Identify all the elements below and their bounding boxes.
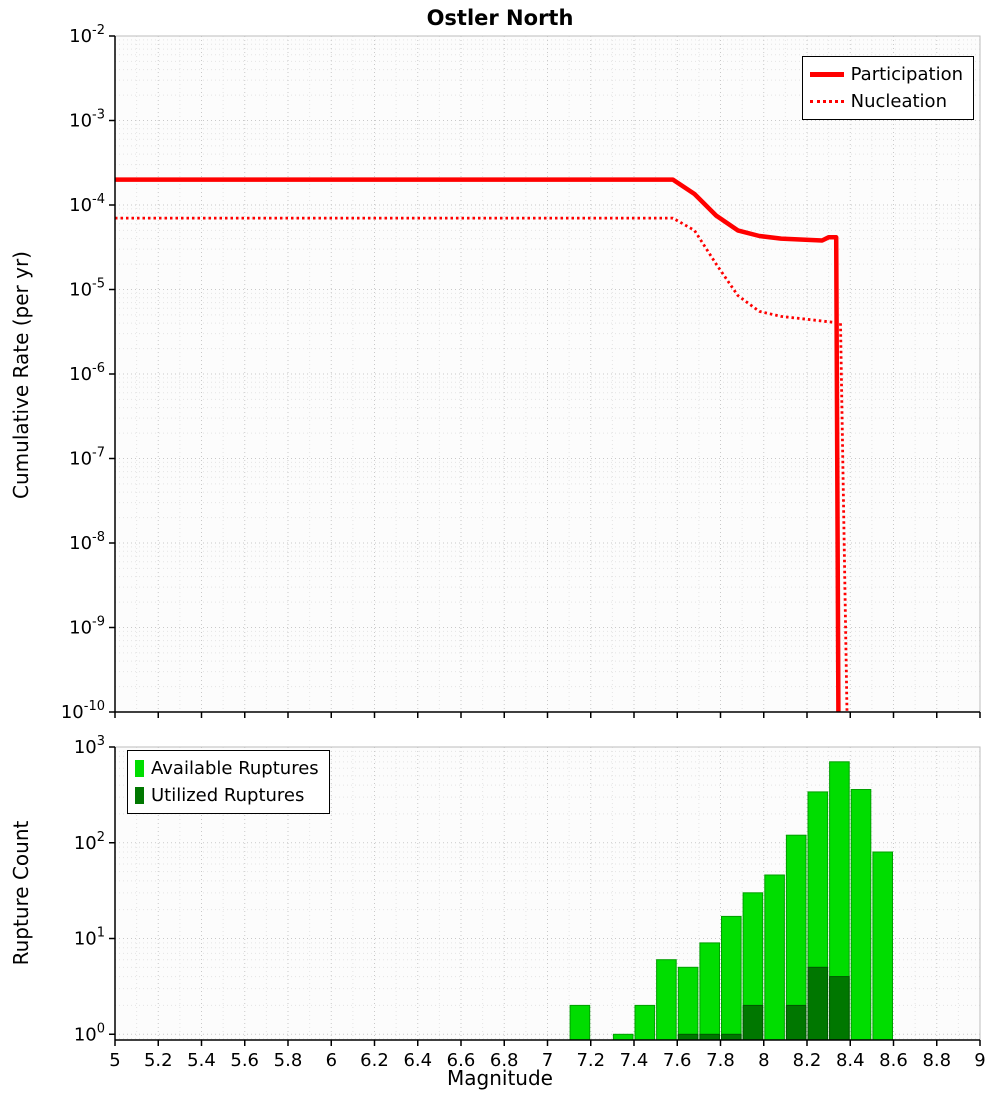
bar <box>850 789 872 1041</box>
legend-row-utilized: Utilized Ruptures <box>135 782 319 809</box>
utilized-ruptures-bars <box>677 966 850 1041</box>
x-tick-label: 8 <box>758 1050 769 1071</box>
participation-line <box>115 177 841 712</box>
available-bar-swatch <box>135 760 144 777</box>
x-tick-label: 7 <box>542 1050 553 1071</box>
count-y-axis-label: Rupture Count <box>9 820 33 966</box>
x-tick-label: 5.8 <box>274 1050 303 1071</box>
y-tick-label: 10-10 <box>61 699 105 723</box>
bar <box>699 1033 721 1041</box>
y-tick-label: 10-3 <box>69 108 105 132</box>
x-tick-label: 8.4 <box>836 1050 865 1071</box>
nucleation-line-swatch <box>809 100 844 103</box>
y-tick-label: 10-4 <box>69 192 105 216</box>
y-tick-label: 102 <box>74 830 105 854</box>
y-tick-label: 10-8 <box>69 530 105 554</box>
chart-title: Ostler North <box>426 6 574 30</box>
rate-y-axis-label: Cumulative Rate (per yr) <box>9 251 33 499</box>
x-tick-label: 7.4 <box>620 1050 649 1071</box>
bar <box>872 851 894 1041</box>
count-chart-svg: 5 5.2 5.4 5.6 5.8 6 6.2 6.4 6.6 6.8 7 7.2 7.4 7.6 7.8 8… <box>74 734 986 1071</box>
participation-line-swatch <box>809 72 844 77</box>
legend-row-nucleation: Nucleation <box>809 88 963 115</box>
x-tick-label: 5.4 <box>187 1050 216 1071</box>
nucleation-line <box>115 216 849 712</box>
legend-label-nucleation: Nucleation <box>850 91 947 112</box>
y-tick-label: 10-9 <box>69 615 105 639</box>
legend-label-available: Available Ruptures <box>151 758 319 779</box>
x-tick-label: 7.8 <box>706 1050 735 1071</box>
x-tick-label: 8.2 <box>793 1050 822 1071</box>
bar <box>721 915 742 1041</box>
y-tick-label: 10-5 <box>69 277 105 301</box>
legend-label-participation: Participation <box>850 64 963 85</box>
bar <box>634 1004 656 1041</box>
legend-row-participation: Participation <box>809 61 963 88</box>
bar <box>569 1004 591 1041</box>
y-tick-label: 10-6 <box>69 361 105 385</box>
y-tick-label: 10-7 <box>69 446 105 470</box>
x-tick-label: 8.6 <box>879 1050 908 1071</box>
count-legend: Available Ruptures Utilized Ruptures <box>127 750 330 814</box>
legend-row-available: Available Ruptures <box>135 755 319 782</box>
axes <box>109 746 981 1046</box>
x-tick-label: 7.2 <box>576 1050 605 1071</box>
rate-legend: Participation Nucleation <box>801 56 974 120</box>
x-tick-label: 6 <box>326 1050 337 1071</box>
y-tick-label: 103 <box>74 734 105 758</box>
legend-label-utilized: Utilized Ruptures <box>151 785 305 806</box>
y-tick-label: 100 <box>74 1021 105 1045</box>
x-tick-label: 6.6 <box>447 1050 476 1071</box>
bar <box>742 1004 764 1041</box>
x-tick-label: 6.4 <box>403 1050 432 1071</box>
bar <box>677 966 699 1041</box>
bar <box>785 1004 807 1041</box>
x-tick-label: 5.2 <box>144 1050 173 1071</box>
axes <box>109 35 981 718</box>
x-axis-label: Magnitude <box>447 1066 553 1090</box>
bar <box>656 959 677 1041</box>
bar <box>764 874 785 1041</box>
utilized-bar-swatch <box>135 787 144 804</box>
bar <box>677 1033 699 1041</box>
x-tick-label: 9 <box>974 1050 985 1071</box>
minor-gridlines <box>115 36 980 712</box>
tick-labels: 5 5.2 5.4 5.6 5.8 6 6.2 6.4 6.6 6.8 7 7.2 7.4 7.6 7.8 8… <box>74 734 986 1071</box>
bar <box>612 1033 634 1041</box>
bar <box>721 1033 742 1041</box>
bar <box>807 966 829 1041</box>
bar <box>829 976 850 1041</box>
x-tick-label: 6.2 <box>360 1050 389 1071</box>
rate-chart-svg: 10-210-310-410-510-610-710-810-910-10 <box>61 23 981 723</box>
x-tick-label: 5 <box>109 1050 120 1071</box>
bar <box>699 942 721 1041</box>
major-gridlines <box>115 36 980 712</box>
x-tick-label: 5.6 <box>230 1050 259 1071</box>
y-tick-label: 101 <box>74 926 105 950</box>
tick-labels: 10-210-310-410-510-610-710-810-910-10 <box>61 23 105 723</box>
x-tick-label: 7.6 <box>663 1050 692 1071</box>
x-tick-label: 6.8 <box>490 1050 519 1071</box>
x-tick-label: 8.8 <box>922 1050 951 1071</box>
